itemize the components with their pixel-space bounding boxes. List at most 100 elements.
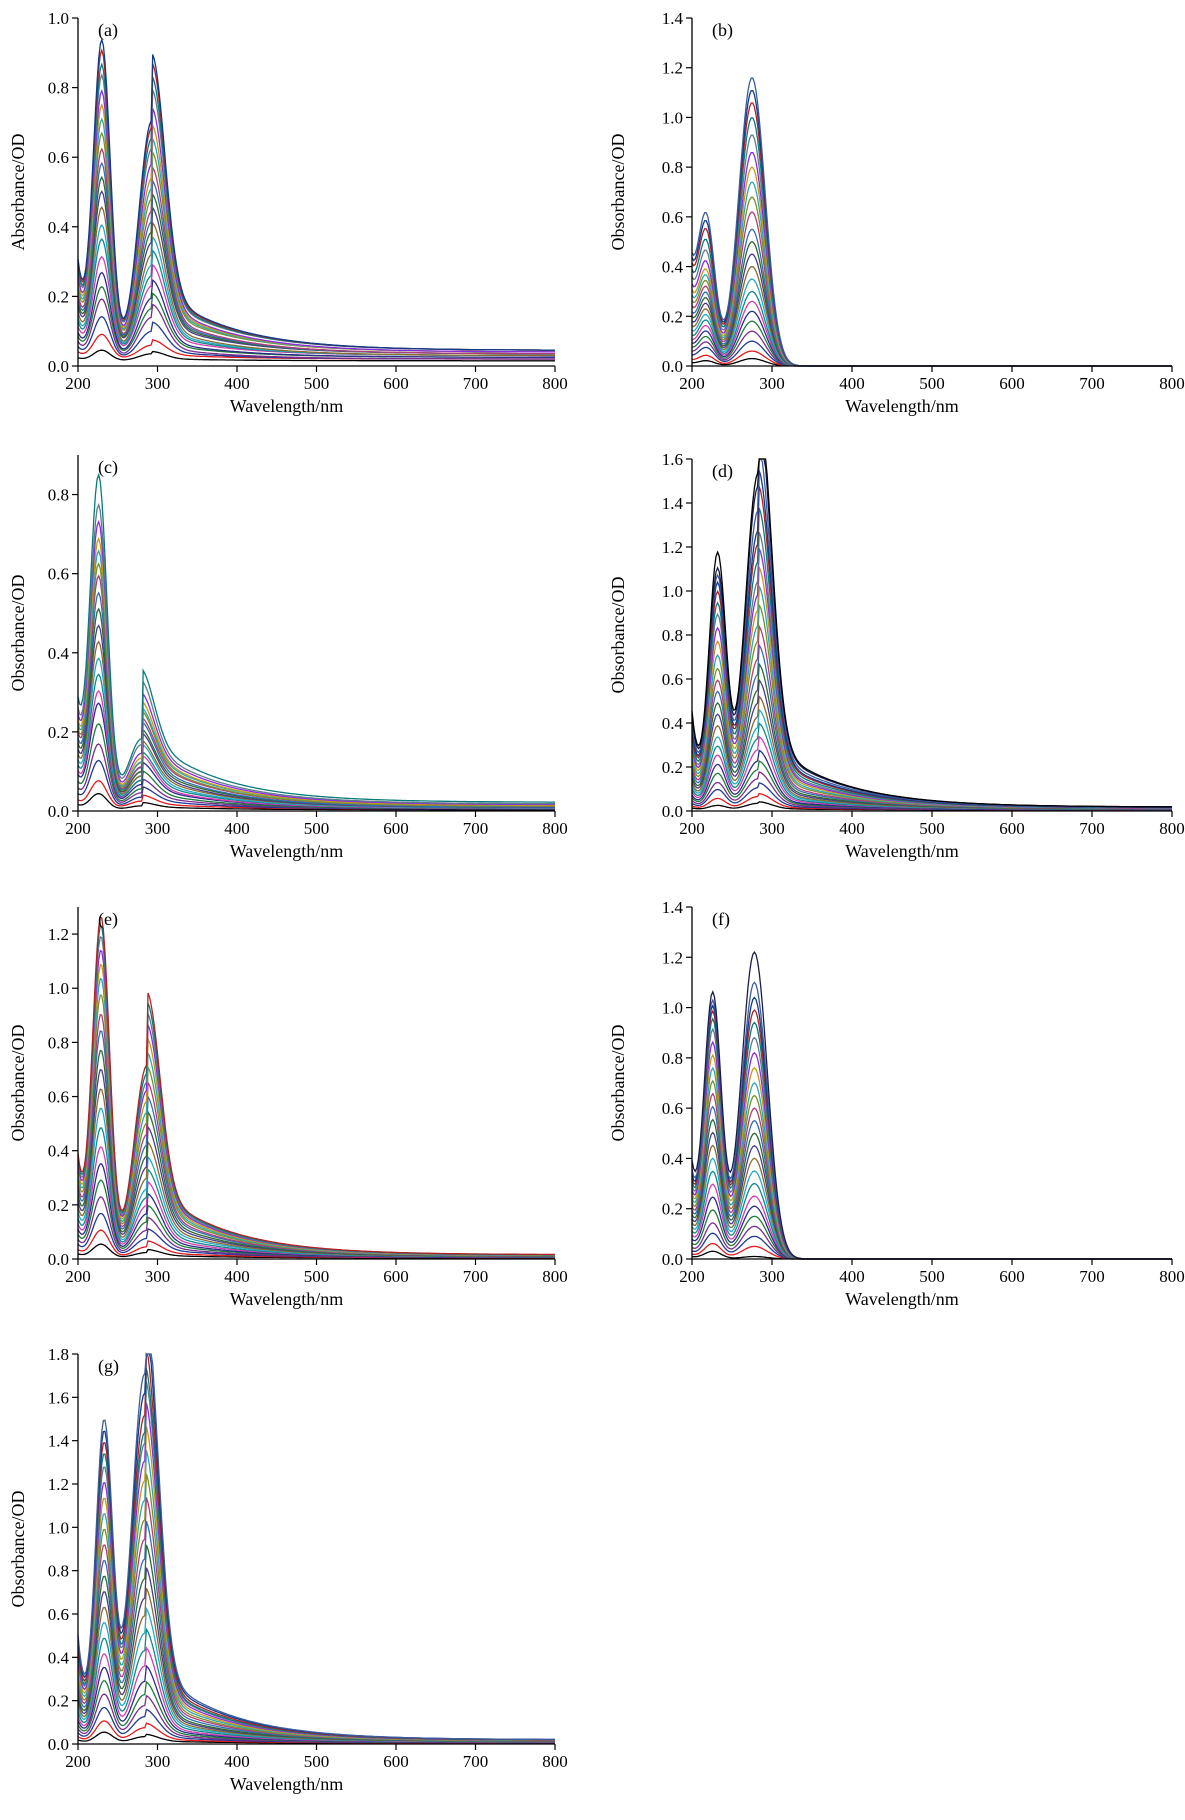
series-line-13 — [691, 643, 1172, 809]
series-line-17 — [77, 1426, 555, 1741]
series-line-20 — [77, 924, 555, 1256]
x-tick-label: 300 — [759, 1267, 785, 1286]
y-tick-label: 1.0 — [48, 979, 69, 998]
x-tick-label: 800 — [1159, 819, 1185, 838]
x-tick-label: 600 — [999, 819, 1025, 838]
y-tick-label: 1.4 — [662, 494, 684, 513]
x-tick-label: 400 — [839, 819, 865, 838]
series-line-7 — [77, 255, 555, 357]
y-tick-label: 0.8 — [48, 1562, 69, 1581]
series-line-19 — [77, 502, 555, 805]
series-line-17 — [77, 536, 555, 806]
x-tick-label: 700 — [463, 374, 489, 393]
series-line-12 — [77, 1049, 555, 1257]
x-tick-label: 200 — [679, 374, 705, 393]
series-line-11 — [691, 678, 1172, 810]
x-tick-label: 300 — [145, 1267, 171, 1286]
y-tick-label: 1.2 — [662, 948, 683, 967]
x-tick-label: 700 — [463, 819, 489, 838]
x-tick-label: 200 — [65, 374, 91, 393]
series-line-8 — [77, 673, 555, 809]
y-tick-label: 0.2 — [48, 1196, 69, 1215]
y-tick-label: 1.8 — [48, 1345, 69, 1364]
y-tick-label: 1.0 — [662, 582, 683, 601]
x-axis-title: Wavelength/nm — [230, 396, 344, 416]
y-tick-label: 0.6 — [48, 565, 69, 584]
series-line-7 — [77, 1146, 555, 1258]
y-tick-label: 1.0 — [662, 108, 683, 127]
x-tick-label: 600 — [383, 374, 409, 393]
y-tick-label: 0.0 — [48, 1250, 69, 1269]
series-line-8 — [77, 1127, 555, 1258]
x-tick-label: 600 — [383, 819, 409, 838]
series-line-18 — [77, 1402, 555, 1741]
y-tick-label: 0.8 — [662, 626, 683, 645]
x-axis-title: Wavelength/nm — [845, 841, 959, 861]
y-tick-label: 0.2 — [48, 723, 69, 742]
y-tick-label: 1.0 — [662, 999, 683, 1018]
series-line-18 — [77, 519, 555, 806]
chart-c-svg: 200 300 400 500 600 700 800 0.0 0.2 0.4 0.6 0.8 Wave… — [8, 455, 568, 861]
series-line-15 — [77, 131, 555, 353]
panel-label: (g) — [98, 1356, 119, 1377]
y-tick-label: 0.8 — [48, 486, 69, 505]
x-tick-label: 200 — [679, 1267, 705, 1286]
x-tick-label: 300 — [145, 819, 171, 838]
x-tick-label: 200 — [65, 1752, 91, 1771]
series-group — [77, 1352, 556, 1744]
x-tick-label: 400 — [224, 819, 250, 838]
series-line-13 — [77, 591, 555, 808]
y-tick-label: 0.8 — [48, 79, 69, 98]
series-group — [691, 951, 1172, 1260]
y-tick-label: 1.6 — [662, 450, 683, 469]
panel-label: (a) — [98, 20, 118, 41]
x-tick-label: 800 — [542, 819, 568, 838]
chart-a-svg: 200 300 400 500 600 700 800 0.0 0.2 0.4 0.6 0.8 1.0 W… — [8, 9, 568, 416]
chart-panel-g: 200 300 400 500 600 700 800 0.0 0.2 0.4 0.6 0.8 1.0 1… — [0, 1340, 590, 1818]
y-tick-label: 0.4 — [48, 1648, 70, 1667]
series-line-20 — [77, 472, 555, 803]
chart-d-svg: 200 300 400 500 600 700 800 0.0 0.2 0.4 0.6 0.8 1.0 1… — [608, 450, 1185, 861]
x-tick-label: 300 — [145, 1752, 171, 1771]
series-line-10 — [691, 694, 1172, 810]
y-tick-label: 0.2 — [662, 758, 683, 777]
series-group — [691, 458, 1173, 811]
x-axis-title: Wavelength/nm — [230, 841, 344, 861]
y-tick-label: 0.0 — [48, 802, 69, 821]
x-tick-label: 400 — [839, 1267, 865, 1286]
x-axis-title: Wavelength/nm — [230, 1774, 344, 1794]
y-tick-label: 0.0 — [662, 357, 683, 376]
chart-panel-c: 200 300 400 500 600 700 800 0.0 0.2 0.4 0.6 0.8 Wave… — [0, 445, 590, 885]
series-line-1 — [691, 1250, 1172, 1260]
chart-g-svg: 200 300 400 500 600 700 800 0.0 0.2 0.4 0.6 0.8 1.0 1… — [8, 1345, 568, 1794]
y-tick-label: 0.6 — [48, 148, 69, 167]
y-tick-label: 0.0 — [662, 802, 683, 821]
series-line-11 — [77, 1068, 555, 1257]
y-tick-label: 0.4 — [662, 714, 684, 733]
series-line-12 — [691, 662, 1172, 810]
chart-b-svg: 200 300 400 500 600 700 800 0.0 0.2 0.4 0.6 0.8 1.0 1… — [608, 9, 1185, 416]
series-group — [77, 472, 555, 811]
series-group — [77, 916, 555, 1259]
series-line-23 — [77, 1353, 555, 1741]
y-tick-label: 1.0 — [48, 1518, 69, 1537]
y-axis-title: Obsorbance/OD — [8, 575, 28, 692]
y-axis-title: Obsorbance/OD — [8, 1491, 28, 1608]
x-tick-label: 600 — [999, 374, 1025, 393]
series-line-25 — [691, 458, 1172, 808]
y-tick-label: 0.4 — [662, 1149, 684, 1168]
series-line-15 — [77, 994, 555, 1257]
series-line-21 — [77, 48, 555, 351]
chart-f-svg: 200 300 400 500 600 700 800 0.0 0.2 0.4 0.6 0.8 1.0 1… — [608, 898, 1185, 1309]
panel-label: (c) — [98, 457, 118, 478]
y-tick-label: 0.2 — [662, 1200, 683, 1219]
chart-panel-a: 200 300 400 500 600 700 800 0.0 0.2 0.4 0.6 0.8 1.0 W… — [0, 0, 590, 440]
series-line-1 — [77, 792, 555, 811]
series-line-21 — [77, 916, 555, 1256]
x-tick-label: 300 — [145, 374, 171, 393]
x-tick-label: 300 — [759, 819, 785, 838]
y-tick-label: 0.6 — [48, 1605, 69, 1624]
series-line-1 — [77, 349, 555, 362]
y-tick-label: 0.6 — [662, 208, 683, 227]
x-tick-label: 200 — [65, 1267, 91, 1286]
